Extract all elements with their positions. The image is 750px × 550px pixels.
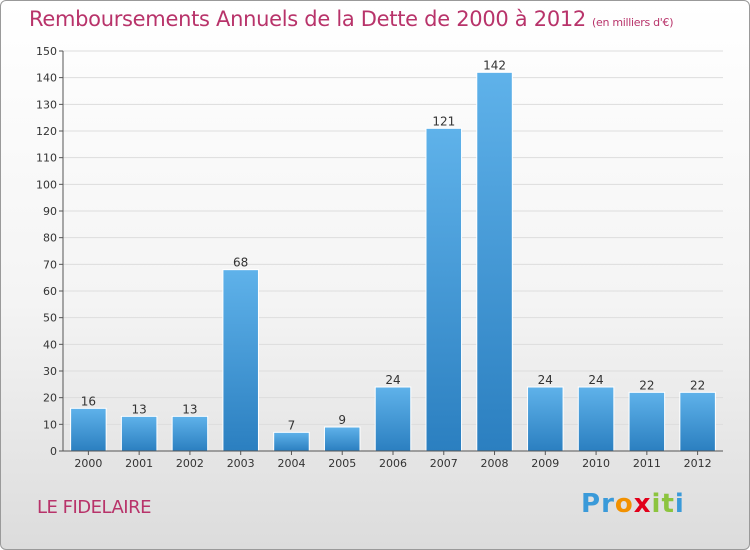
bar-2008 (476, 71, 513, 452)
bar-2003 (222, 269, 259, 452)
bars-layer: 16 13 13 68 7 9 24 121 142 24 24 22 22 (70, 58, 716, 452)
logo-letter: o (614, 489, 634, 519)
logo-letter: r (601, 489, 615, 519)
x-tick-label: 2008 (481, 457, 509, 470)
logo-letter: x (633, 489, 652, 519)
data-label: 24 (538, 373, 553, 387)
y-tick-label: 50 (43, 312, 57, 325)
y-tick-label: 130 (36, 98, 57, 111)
y-tick-label: 90 (43, 205, 57, 218)
x-tick-label: 2000 (74, 457, 102, 470)
bar-2010 (577, 386, 615, 452)
bar-2009 (527, 386, 564, 452)
x-tick-label: 2011 (633, 457, 661, 470)
data-label: 13 (182, 402, 197, 416)
title-text: Remboursements Annuels de la Dette de 20… (29, 7, 586, 31)
y-tick-label: 100 (36, 178, 57, 191)
bar-2004 (273, 431, 310, 452)
x-tick-label: 2004 (277, 457, 305, 470)
axis-layer: 0 10 20 30 40 50 60 70 80 90 100 110 120 130 140 150 200… (36, 45, 723, 470)
y-tick-label: 60 (43, 285, 57, 298)
y-tick-label: 10 (43, 418, 57, 431)
unit-label: (en milliers d'€) (592, 16, 674, 29)
chart-title: Remboursements Annuels de la Dette de 20… (29, 7, 673, 31)
y-tick-label: 150 (36, 45, 57, 58)
bar-2000 (70, 407, 107, 452)
x-tick-label: 2010 (582, 457, 610, 470)
y-tick-label: 30 (43, 365, 57, 378)
logo-letter: i (651, 489, 662, 519)
y-tick-label: 140 (36, 72, 57, 85)
x-tick-label: 2001 (125, 457, 153, 470)
data-label: 22 (639, 378, 654, 392)
x-tick-label: 2005 (328, 457, 356, 470)
y-tick-label: 40 (43, 338, 57, 351)
x-tick-label: 2006 (379, 457, 407, 470)
data-label: 142 (483, 58, 506, 72)
data-label: 7 (288, 418, 296, 432)
logo-letter: P (581, 489, 602, 519)
x-tick-label: 2002 (176, 457, 204, 470)
bar-2011 (628, 391, 666, 452)
logo-letter: t (661, 489, 675, 519)
data-label: 24 (385, 373, 400, 387)
y-tick-label: 0 (50, 445, 57, 458)
bar-2007 (425, 127, 463, 452)
x-tick-label: 2009 (531, 457, 559, 470)
data-label: 16 (81, 394, 96, 408)
bar-2002 (171, 415, 209, 452)
x-tick-label: 2012 (684, 457, 712, 470)
data-label: 24 (588, 373, 603, 387)
y-tick-label: 20 (43, 392, 57, 405)
bar-2006 (374, 386, 412, 452)
bar-2001 (120, 415, 158, 452)
data-label: 13 (132, 402, 147, 416)
commune-name: LE FIDELAIRE (37, 497, 151, 518)
data-label: 121 (432, 114, 455, 128)
y-tick-label: 120 (36, 125, 57, 138)
logo-letter: i (674, 489, 685, 519)
bar-2005 (323, 426, 361, 452)
x-tick-label: 2003 (227, 457, 255, 470)
x-tick-label: 2007 (430, 457, 458, 470)
data-label: 68 (233, 256, 248, 270)
y-tick-label: 80 (43, 232, 57, 245)
y-tick-label: 110 (36, 152, 57, 165)
data-label: 22 (690, 378, 705, 392)
y-tick-label: 70 (43, 258, 57, 271)
proxiti-logo: Proxiti (581, 489, 685, 519)
bar-2012 (679, 391, 716, 452)
data-label: 9 (338, 413, 346, 427)
